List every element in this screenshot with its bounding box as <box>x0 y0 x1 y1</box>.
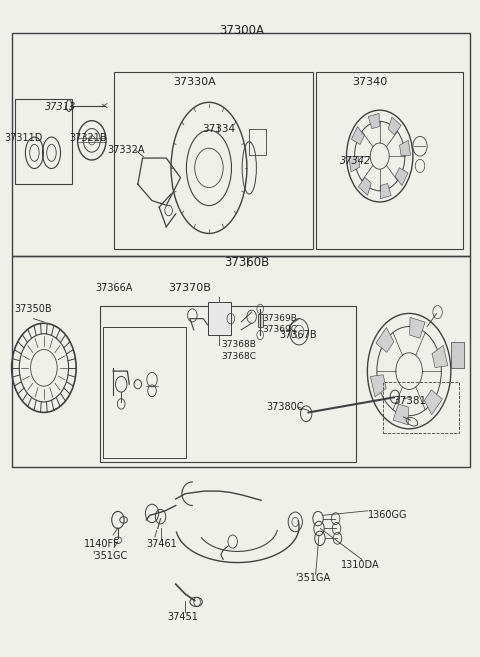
Bar <box>12 256 470 468</box>
Text: 37321B: 37321B <box>69 133 107 143</box>
Text: 37381: 37381 <box>393 396 426 405</box>
Text: 37451: 37451 <box>168 612 198 622</box>
Text: 37366A: 37366A <box>96 283 133 293</box>
Polygon shape <box>410 317 425 338</box>
Text: 1310DA: 1310DA <box>341 560 380 570</box>
Polygon shape <box>359 177 372 195</box>
Polygon shape <box>424 390 443 415</box>
Bar <box>208 302 231 335</box>
Text: 37330A: 37330A <box>173 77 216 87</box>
Text: 1360GG: 1360GG <box>368 510 408 520</box>
Polygon shape <box>380 183 391 198</box>
Bar <box>100 306 356 463</box>
Polygon shape <box>399 140 410 156</box>
Text: 37342: 37342 <box>340 156 372 166</box>
Polygon shape <box>393 404 408 425</box>
Polygon shape <box>368 114 379 129</box>
Bar <box>103 327 186 458</box>
Text: 37313: 37313 <box>45 102 77 112</box>
Bar <box>114 72 313 248</box>
Bar <box>15 99 72 184</box>
Text: 37332A: 37332A <box>107 145 144 155</box>
Text: 37311D: 37311D <box>5 133 43 143</box>
Text: 37380C: 37380C <box>266 402 303 412</box>
Text: 37360B: 37360B <box>224 256 270 269</box>
Text: 37461: 37461 <box>146 539 177 549</box>
Polygon shape <box>376 327 394 352</box>
Text: '351GA: '351GA <box>295 573 330 583</box>
Text: 37370B: 37370B <box>168 283 211 293</box>
Bar <box>384 382 459 434</box>
Polygon shape <box>432 346 448 367</box>
Text: 37369C: 37369C <box>263 325 298 334</box>
Bar <box>249 129 266 155</box>
Text: '351GC: '351GC <box>92 551 127 561</box>
Text: 37368C: 37368C <box>221 351 256 361</box>
Polygon shape <box>371 374 386 397</box>
Text: 37300A: 37300A <box>220 24 264 37</box>
Text: 37369B: 37369B <box>263 313 298 323</box>
Bar <box>12 34 470 256</box>
Text: 1140FF: 1140FF <box>84 539 120 549</box>
Bar <box>316 72 463 248</box>
Polygon shape <box>349 156 360 172</box>
Text: 37340: 37340 <box>353 77 388 87</box>
Text: 37334: 37334 <box>202 124 235 134</box>
Polygon shape <box>351 127 364 145</box>
Text: 37367B: 37367B <box>279 330 317 340</box>
Polygon shape <box>388 117 401 135</box>
Text: 37350B: 37350B <box>15 304 52 314</box>
Bar <box>451 342 464 368</box>
Bar <box>258 314 263 327</box>
Text: 37368B: 37368B <box>221 340 256 349</box>
Polygon shape <box>395 168 408 185</box>
